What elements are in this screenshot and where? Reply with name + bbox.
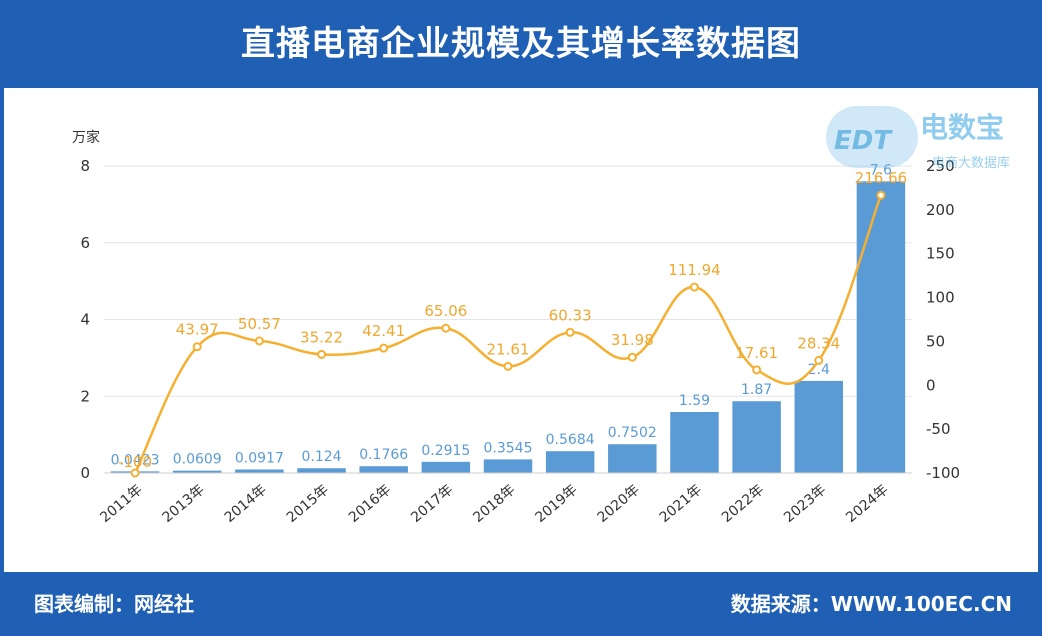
line-point: [192, 342, 202, 352]
footer-credit: 图表编制：网经社: [34, 592, 194, 616]
line-data-label: 111.94: [668, 261, 721, 279]
bar: [608, 444, 657, 473]
y-tick-label: 8: [80, 157, 90, 175]
logo-cloud-text: EDT: [834, 126, 892, 156]
y-tick-label: 6: [80, 234, 90, 252]
bar: [172, 470, 222, 473]
line-point: [627, 352, 637, 362]
y2-tick-label: 50: [926, 332, 945, 350]
line-data-label: 50.57: [238, 315, 281, 333]
y2-tick-label: 200: [926, 201, 955, 219]
x-tick-label: 2011年: [97, 482, 145, 526]
bar-data-label: 0.0917: [235, 450, 284, 466]
line-data-label: 17.61: [735, 344, 778, 362]
bar-data-label: 0.7502: [608, 425, 657, 441]
bar: [297, 468, 346, 473]
y2-tick-label: -100: [926, 464, 960, 482]
logo-title: 电数宝: [920, 111, 1005, 144]
bar: [483, 459, 533, 473]
line-point: [565, 327, 575, 337]
y2-tick-label: 0: [926, 376, 936, 394]
bar-data-label: 0.0423: [111, 452, 160, 468]
y-tick-label: 2: [80, 387, 90, 405]
y2-tick-label: -50: [926, 420, 951, 438]
bar: [732, 401, 781, 473]
x-tick-label: 2018年: [470, 482, 518, 526]
line-point: [814, 355, 824, 365]
x-tick-label: 2017年: [408, 482, 456, 526]
line-point: [876, 190, 886, 200]
line-data-label: 216.66: [855, 169, 908, 187]
bar: [235, 469, 284, 473]
x-tick-label: 2021年: [657, 482, 705, 526]
logo-subtitle: 电商大数据库: [932, 156, 1011, 171]
line-point: [254, 336, 264, 346]
bar: [856, 181, 906, 473]
y-tick-label: 0: [80, 464, 90, 482]
bar: [794, 380, 844, 473]
x-tick-label: 2014年: [222, 482, 270, 526]
bar-data-label: 0.124: [301, 449, 341, 465]
y-tick-label: 4: [80, 311, 90, 329]
line-data-label: 31.98: [611, 331, 654, 349]
bar-data-label: 0.3545: [484, 440, 533, 456]
line-data-label: 43.97: [176, 321, 219, 339]
line-data-label: 21.61: [487, 340, 530, 358]
bar: [545, 451, 595, 473]
line-data-label: 65.06: [424, 302, 467, 320]
bar-data-label: 1.87: [741, 382, 772, 398]
line-data-label: 35.22: [300, 328, 343, 346]
footer-bar: [0, 572, 1042, 636]
y2-tick-label: 250: [926, 157, 955, 175]
header-bar: [0, 0, 1042, 88]
x-tick-label: 2023年: [781, 482, 829, 526]
bar-data-label: 0.2915: [421, 443, 470, 459]
line-data-label: 28.34: [797, 334, 840, 352]
x-tick-label: 2024年: [843, 482, 891, 526]
line-data-label: -100: [118, 453, 152, 471]
bar: [421, 461, 471, 473]
line-point: [441, 323, 451, 333]
x-tick-label: 2022年: [719, 482, 767, 526]
bar-data-label: 0.5684: [546, 432, 595, 448]
line-point: [689, 282, 699, 292]
y2-tick-label: 150: [926, 245, 955, 263]
bar-data-label: 1.59: [679, 393, 710, 409]
bar: [670, 411, 719, 473]
line-point: [752, 365, 762, 375]
line-point: [379, 343, 389, 353]
chart-title: 直播电商企业规模及其增长率数据图: [241, 24, 801, 64]
line-data-label: 60.33: [549, 306, 592, 324]
x-tick-label: 2015年: [284, 482, 332, 526]
bar-data-label: 0.1766: [359, 447, 408, 463]
y2-tick-label: 100: [926, 289, 955, 307]
cloud-logo-icon: [826, 106, 918, 168]
line-point: [317, 349, 327, 359]
bar-data-label: 7.6: [870, 162, 892, 178]
line-point: [130, 468, 140, 478]
bar-data-label: 0.0609: [173, 452, 222, 468]
line-data-label: 42.41: [362, 322, 405, 340]
line-point: [503, 361, 513, 371]
footer-source: 数据来源：WWW.100EC.CN: [730, 592, 1012, 616]
brand-logo: EDT 电数宝 电商大数据库: [820, 96, 1030, 186]
x-tick-label: 2016年: [346, 482, 394, 526]
x-tick-label: 2013年: [159, 482, 207, 526]
x-tick-label: 2019年: [532, 482, 580, 526]
x-tick-label: 2020年: [595, 482, 643, 526]
bar: [359, 466, 408, 473]
y-axis-label: 万家: [72, 129, 100, 146]
